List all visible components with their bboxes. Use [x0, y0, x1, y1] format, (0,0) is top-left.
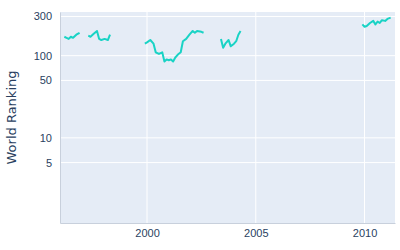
y-tick: 100	[34, 50, 60, 62]
y-axis-title: World Ranking	[4, 71, 19, 165]
grid-line	[364, 12, 365, 223]
x-tick-label: 2010	[353, 227, 377, 239]
chart: 2000 2005 2010 5 10 50 100 300 World Ranking	[0, 0, 400, 250]
y-tick-label: 100	[34, 50, 52, 62]
plot-background	[60, 12, 395, 223]
y-tick-label: 10	[40, 132, 52, 144]
y-tick-label: 5	[46, 157, 52, 169]
plot: 2000 2005 2010 5 10 50 100 300	[34, 10, 396, 238]
line	[64, 18, 390, 62]
grid-line	[60, 55, 395, 56]
grid-line	[60, 162, 395, 163]
series-group	[64, 18, 390, 62]
y-tick: 50	[40, 74, 60, 86]
y-axis: 5 10 50 100 300	[34, 10, 61, 223]
x-grid	[147, 12, 365, 223]
x-axis-line	[61, 223, 396, 224]
y-tick-label: 300	[34, 10, 52, 22]
grid-line	[60, 137, 395, 138]
grid-line	[60, 16, 395, 17]
y-tick: 5	[46, 157, 60, 169]
y-tick: 300	[34, 10, 60, 22]
x-tick: 2010	[353, 223, 377, 239]
x-axis: 2000 2005 2010	[61, 223, 396, 239]
y-axis-line	[60, 13, 61, 224]
grid-line	[60, 80, 395, 81]
y-tick-label: 50	[40, 74, 52, 86]
y-grid	[60, 16, 395, 162]
x-tick: 2005	[244, 223, 268, 239]
grid-line	[255, 12, 256, 223]
x-tick: 2000	[135, 223, 159, 239]
x-tick-label: 2000	[135, 227, 159, 239]
y-tick: 10	[40, 132, 60, 144]
x-tick-label: 2005	[244, 227, 268, 239]
